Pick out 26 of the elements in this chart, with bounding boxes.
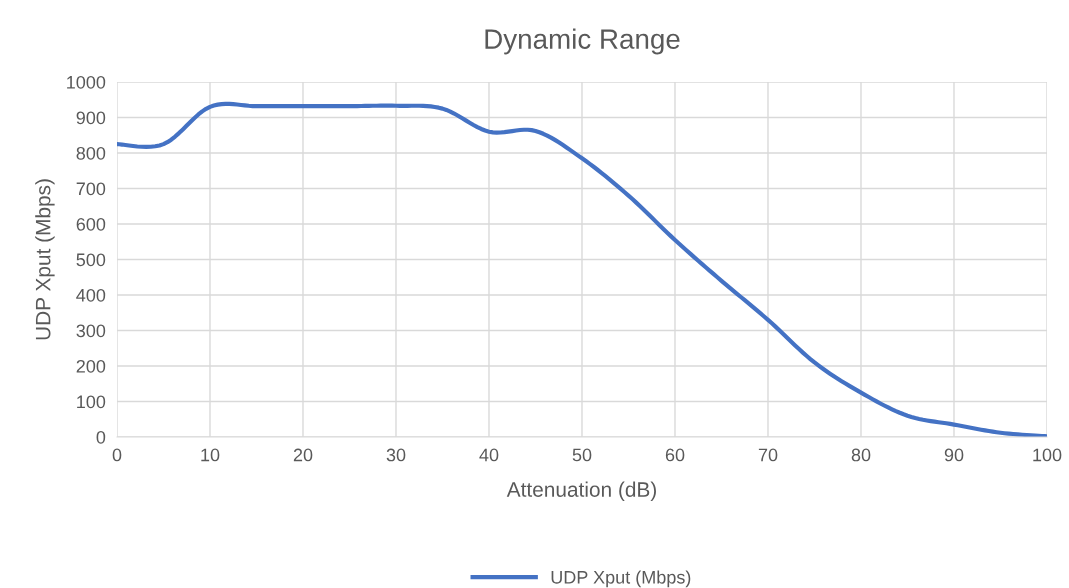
x-tick-label: 90 [944,448,964,462]
x-tick-label: 30 [386,448,406,462]
y-tick-label: 100 [77,395,106,409]
x-tick-label: 40 [479,448,499,462]
x-tick-label: 60 [665,448,685,462]
legend-label: UDP Xput (Mbps) [551,570,691,588]
x-tick-label: 80 [851,448,871,462]
y-tick-label: 800 [76,146,106,160]
y-tick-label: 1000 [67,75,106,89]
x-tick-label: 20 [293,448,313,462]
y-tick-label: 700 [76,182,106,196]
y-tick-label: 600 [76,217,106,231]
x-axis-title: Attenuation (dB) [506,481,656,502]
x-tick-label: 100 [1033,448,1062,462]
x-tick-label: 50 [572,448,592,462]
y-tick-label: 300 [76,324,106,338]
y-tick-label: 400 [76,288,106,302]
x-tick-label: 10 [201,448,220,462]
y-tick-label: 200 [76,359,106,373]
y-axis-title: UDP Xput (Mbps) [35,179,55,340]
y-tick-label: 500 [76,253,106,267]
chart-title: Dynamic Range [485,28,680,55]
x-tick-label: 70 [758,448,778,462]
x-tick-label: 0 [112,448,122,462]
y-tick-label: 900 [76,111,106,125]
y-tick-label: 0 [96,430,106,444]
